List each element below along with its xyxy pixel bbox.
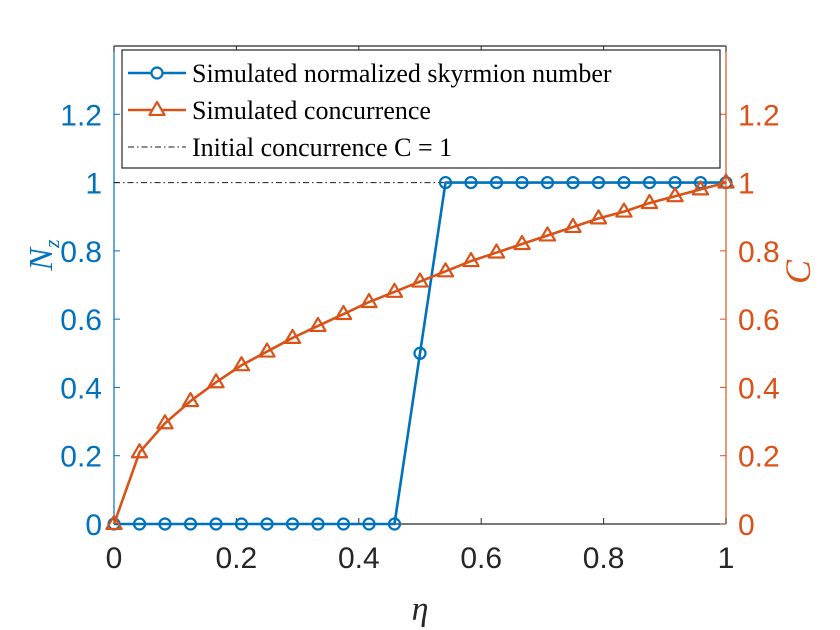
- data-point-skyrmion-number: [311, 517, 325, 531]
- legend-label-initial-concurrence: Initial concurrence C = 1: [192, 133, 452, 162]
- left-y-tick-label: 0: [85, 509, 102, 542]
- data-point-skyrmion-number: [591, 175, 606, 190]
- data-point-concurrence: [130, 443, 149, 459]
- left-y-tick-label: 0.2: [60, 441, 102, 474]
- data-point-concurrence: [513, 234, 531, 251]
- left-y-tick-label: 1.2: [60, 99, 102, 132]
- data-point-skyrmion-number: [515, 175, 529, 190]
- left-y-axis-label: Nz: [23, 239, 64, 272]
- data-point-skyrmion-number: [132, 517, 147, 531]
- data-point-skyrmion-number: [489, 175, 504, 190]
- data-point-skyrmion-number: [387, 517, 402, 531]
- data-point-skyrmion-number: [234, 517, 249, 531]
- data-point-skyrmion-number: [438, 175, 453, 190]
- data-point-skyrmion-number: [617, 175, 631, 190]
- left-y-axis-ticks: 0 0.2 0.4 0.6 0.8 1 1.2: [60, 99, 120, 542]
- data-point-skyrmion-number: [566, 175, 580, 190]
- left-y-axis-label-subscript: z: [39, 239, 64, 249]
- legend-label-math: C = 1: [394, 133, 452, 162]
- data-point-concurrence: [105, 514, 123, 531]
- x-tick-label: 0: [106, 542, 123, 575]
- left-y-tick-label: 0.8: [60, 236, 102, 269]
- data-point-concurrence: [232, 356, 251, 372]
- data-point-concurrence: [156, 414, 174, 430]
- data-point-concurrence: [640, 193, 659, 210]
- data-point-concurrence: [207, 373, 225, 389]
- left-y-tick-label: 0.6: [60, 304, 102, 337]
- data-point-concurrence: [615, 202, 633, 218]
- data-point-skyrmion-number: [362, 517, 376, 531]
- x-axis-ticks: 0 0.2 0.4 0.6 0.8 1: [106, 46, 735, 575]
- data-point-concurrence: [385, 282, 404, 298]
- series-line-concurrence: [112, 181, 727, 525]
- left-y-tick-label: 0.4: [60, 372, 102, 405]
- data-point-concurrence: [462, 252, 480, 268]
- x-tick-label: 0.6: [460, 542, 502, 575]
- data-point-concurrence: [181, 391, 200, 408]
- data-point-skyrmion-number: [642, 175, 657, 190]
- data-point-concurrence: [283, 328, 302, 344]
- x-tick-label: 1: [718, 542, 735, 575]
- data-point-skyrmion-number: [464, 175, 478, 190]
- data-point-skyrmion-number: [183, 517, 198, 531]
- data-point-concurrence: [666, 187, 684, 203]
- data-point-concurrence: [564, 217, 582, 234]
- legend-label-concurrence: Simulated concurrence: [192, 96, 431, 125]
- right-y-tick-label: 1: [738, 168, 755, 201]
- right-y-tick-label: 0.2: [738, 441, 780, 474]
- data-point-skyrmion-number: [158, 517, 172, 531]
- x-tick-label: 0.2: [216, 542, 258, 575]
- right-y-tick-label: 0.6: [738, 304, 780, 337]
- right-y-tick-label: 0.4: [738, 372, 780, 405]
- data-point-concurrence: [258, 342, 276, 358]
- left-y-axis-label-main: N: [23, 246, 60, 272]
- data-point-concurrence: [691, 180, 710, 196]
- data-point-concurrence: [436, 262, 455, 278]
- right-y-tick-label: 0: [738, 509, 755, 542]
- data-point-skyrmion-number: [260, 517, 274, 531]
- series-line-skyrmion-number: [114, 181, 726, 526]
- right-y-axis-ticks: 0 0.2 0.4 0.6 0.8 1 1.2: [720, 99, 780, 542]
- x-tick-label: 0.4: [338, 542, 380, 575]
- data-point-concurrence: [589, 209, 608, 225]
- legend-marker-skyrmion-number: [150, 66, 164, 80]
- x-tick-label: 0.8: [583, 542, 625, 575]
- legend: Simulated normalized skyrmion number Simu…: [121, 49, 721, 169]
- data-point-skyrmion-number: [413, 346, 427, 360]
- data-point-concurrence: [309, 316, 327, 333]
- data-point-skyrmion-number: [540, 175, 555, 190]
- left-y-tick-label: 1: [85, 168, 102, 201]
- right-y-axis-label: C: [778, 259, 818, 284]
- data-point-skyrmion-number: [336, 517, 351, 531]
- data-point-concurrence: [360, 292, 378, 309]
- data-point-concurrence: [538, 226, 557, 242]
- data-point-concurrence: [717, 173, 735, 189]
- data-point-concurrence: [334, 304, 353, 321]
- legend-label-skyrmion-number: Simulated normalized skyrmion number: [192, 59, 612, 88]
- right-y-tick-label: 0.8: [738, 236, 780, 269]
- series-layer: [105, 173, 735, 531]
- legend-marker-concurrence: [148, 100, 166, 117]
- data-point-concurrence: [487, 243, 506, 259]
- data-point-concurrence: [411, 272, 429, 288]
- data-point-skyrmion-number: [285, 517, 300, 531]
- data-point-skyrmion-number: [209, 517, 223, 531]
- right-y-tick-label: 1.2: [738, 99, 780, 132]
- x-axis-label: η: [412, 591, 429, 628]
- legend-box: [121, 49, 721, 169]
